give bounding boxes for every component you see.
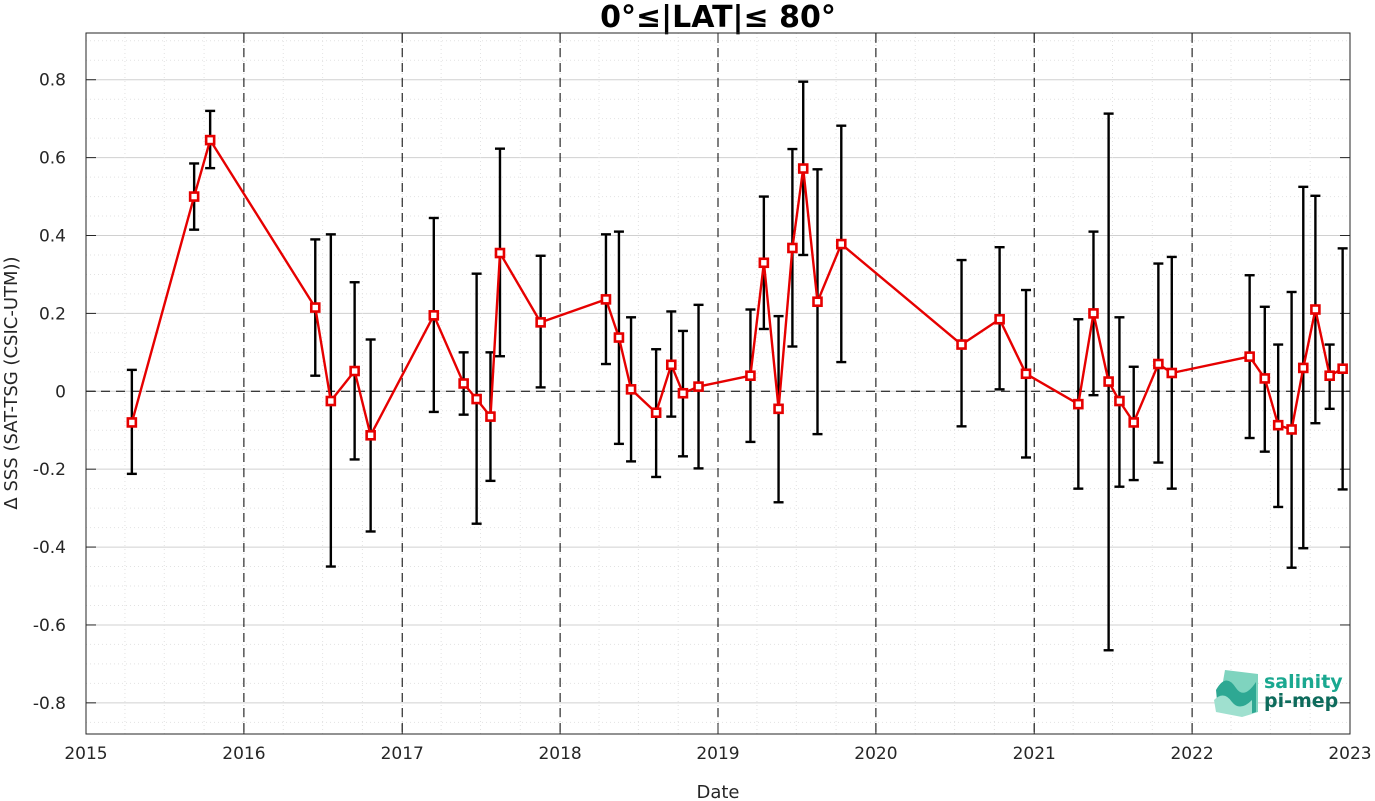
data-point [773, 403, 784, 415]
data-point [1128, 417, 1140, 428]
y-tick-label: 0.4 [39, 227, 66, 247]
y-tick-label: 0.8 [39, 71, 66, 91]
x-axis-label: Date [696, 782, 739, 801]
data-point [650, 407, 662, 419]
x-tick-label: 2017 [381, 744, 424, 764]
x-tick-label: 2021 [1013, 744, 1056, 764]
data-point [1088, 308, 1099, 319]
data-point [812, 296, 823, 308]
data-point [1103, 376, 1114, 387]
data-point [1272, 419, 1284, 431]
data-point [745, 370, 756, 382]
y-tick-labels: -0.8 -0.6 -0.4 -0.2 0 0.2 0.4 0.6 0.8 [33, 71, 66, 714]
data-point [188, 191, 200, 202]
plot-frame [85, 32, 1351, 735]
data-point [458, 378, 469, 389]
chart-title: 0°≤|LAT|≤ 80° [600, 0, 836, 35]
data-point [1324, 370, 1335, 382]
y-tick-label: -0.6 [33, 616, 66, 636]
data-point [1259, 373, 1271, 384]
data-point [1073, 398, 1084, 410]
data-point [1153, 358, 1164, 370]
data-point [693, 381, 704, 392]
data-point [1286, 424, 1297, 435]
data-point [325, 395, 337, 407]
x-tick-label: 2015 [64, 744, 107, 764]
data-point [1166, 367, 1178, 379]
y-tick-label: 0.6 [39, 149, 66, 169]
data-point [309, 302, 321, 313]
data-point [600, 294, 612, 305]
data-point [956, 339, 967, 350]
wave-logo-icon [1214, 670, 1258, 717]
data-point [677, 387, 689, 399]
data-point [349, 365, 360, 377]
y-axis-label: Δ SSS (SAT-TSG (CSIC-UTM)) [1, 256, 22, 509]
data-point [471, 393, 482, 405]
data-point [1337, 363, 1348, 375]
x-tick-label: 2019 [696, 744, 739, 764]
x-tick-label: 2023 [1328, 744, 1371, 764]
markers [126, 134, 1348, 441]
data-point [1114, 395, 1125, 407]
y-tick-label: -0.8 [33, 694, 66, 714]
x-tick-label: 2016 [222, 744, 265, 764]
data-point [835, 238, 847, 250]
data-point [625, 384, 637, 395]
x-tick-label: 2020 [854, 744, 897, 764]
x-tick-label: 2022 [1170, 744, 1213, 764]
data-point [1297, 362, 1309, 374]
y-tick-label: -0.2 [33, 460, 66, 480]
data-point [204, 134, 216, 146]
data-point [535, 317, 546, 328]
logo-line2: pi-mep [1264, 690, 1338, 712]
data-point [758, 257, 770, 269]
data-point [428, 310, 440, 321]
data-point [994, 313, 1005, 325]
data-point [1244, 351, 1255, 362]
data-point [1310, 304, 1321, 315]
logo-line1: salinity [1264, 671, 1343, 693]
y-tick-label: 0 [55, 382, 66, 402]
data-point [797, 163, 809, 174]
data-point [613, 332, 625, 343]
y-tick-label: 0.2 [39, 304, 66, 324]
data-point [365, 429, 376, 441]
data-point [485, 411, 496, 422]
x-tick-labels: 2015 2016 2017 2018 2019 2020 2021 2022 2023 [64, 744, 1371, 764]
y-tick-label: -0.4 [33, 538, 66, 558]
data-point [126, 417, 138, 428]
data-point [1020, 368, 1032, 380]
data-point [494, 247, 506, 259]
data-point [787, 242, 798, 254]
x-tick-label: 2018 [538, 744, 581, 764]
data-point [665, 359, 677, 371]
salinity-pimep-logo: salinity pi-mep [1214, 670, 1343, 717]
